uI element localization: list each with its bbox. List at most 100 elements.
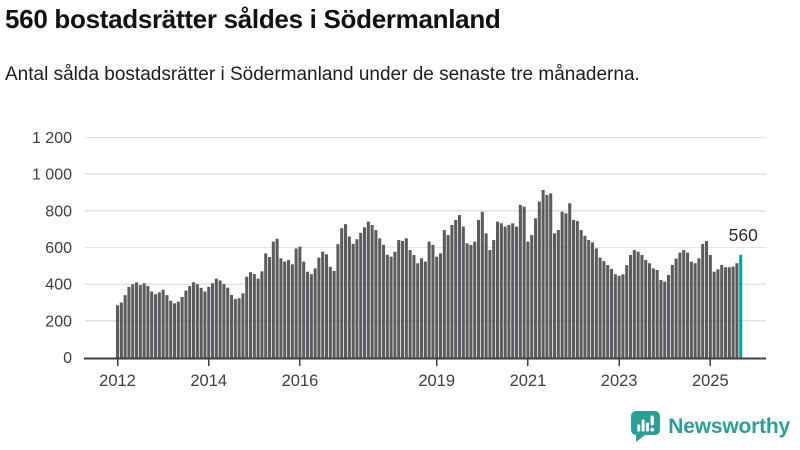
bar [355,239,359,358]
bar [439,253,443,358]
bar [720,264,724,358]
highlighted-bar [739,254,743,358]
bar [382,244,386,358]
bar [135,282,139,358]
bar [408,250,412,358]
bar [423,261,427,358]
x-axis-label: 2023 [601,372,638,390]
bar [237,298,241,358]
logo-bar-tall [641,419,645,432]
footer-branding: Newsworthy [630,410,790,443]
bar [526,241,530,358]
bar [549,193,553,358]
bar [560,211,564,358]
bar [701,244,705,358]
bar [477,219,481,358]
bar [287,259,291,358]
bar [268,257,272,358]
bar [724,267,728,358]
bar [499,223,503,358]
x-axis-label: 2012 [99,372,136,390]
bar [598,257,602,358]
bar [431,244,435,358]
bar [625,265,629,358]
bar [241,293,245,358]
y-axis-label: 0 [63,350,72,367]
bar [290,264,294,358]
bar [385,254,389,358]
bar [575,221,579,358]
bar [655,270,659,358]
bar [154,294,158,358]
bar [260,271,264,358]
bar [230,294,234,358]
bar [480,211,484,358]
bar [613,274,617,358]
bar [435,256,439,358]
bar [226,287,230,358]
bar [150,291,154,358]
bar [275,238,279,358]
logo-exclamation-dot [650,427,655,432]
bar [716,269,720,358]
bar [587,239,591,358]
bar [306,271,310,358]
bar [659,279,663,358]
bar [507,224,511,358]
bar [294,248,298,358]
bar [651,268,655,358]
bar [636,251,640,358]
bar [568,203,572,358]
bar [534,218,538,358]
bar [370,224,374,358]
bar [347,236,351,358]
bar [503,226,507,358]
bar [591,242,595,358]
newsworthy-logo-icon [631,411,661,442]
bar [256,278,260,358]
bar [450,224,454,358]
bar [397,239,401,358]
bar [484,233,488,358]
logo-bar-mid [646,422,650,432]
bar [165,295,169,358]
x-axis-label: 2014 [190,372,227,390]
bar [427,241,431,358]
speech-bubble-shape [631,411,661,442]
x-axis-label: 2016 [282,372,319,390]
bar [233,299,237,358]
bar [458,215,462,358]
bar [511,223,515,358]
bar [678,252,682,358]
bar [735,263,739,358]
bar [594,248,598,358]
bar [731,266,735,358]
bar [207,286,211,358]
bar [454,219,458,358]
bar [496,221,500,358]
bar [363,227,367,358]
y-axis-label: 200 [45,313,72,330]
bar [461,226,465,358]
bar [127,286,131,358]
bar [245,276,249,358]
bar [336,244,340,358]
bar [119,302,123,358]
bar [325,254,329,358]
bar [693,263,697,358]
bar [252,274,256,358]
bar [712,271,716,358]
bar [351,243,355,358]
bar [416,263,420,358]
bar [249,272,253,358]
bar [670,264,674,358]
bar [492,239,496,358]
bar [648,263,652,358]
logo-exclamation-bar [650,415,655,426]
bar-chart: 0 200 400 600 800 1 000 1 200 2012 2014 2016 2019 2… [32,130,766,390]
bar [488,250,492,358]
bar [309,274,313,358]
bar [401,240,405,358]
bar [686,252,690,358]
newsworthy-brand-text: Newsworthy [668,414,790,438]
